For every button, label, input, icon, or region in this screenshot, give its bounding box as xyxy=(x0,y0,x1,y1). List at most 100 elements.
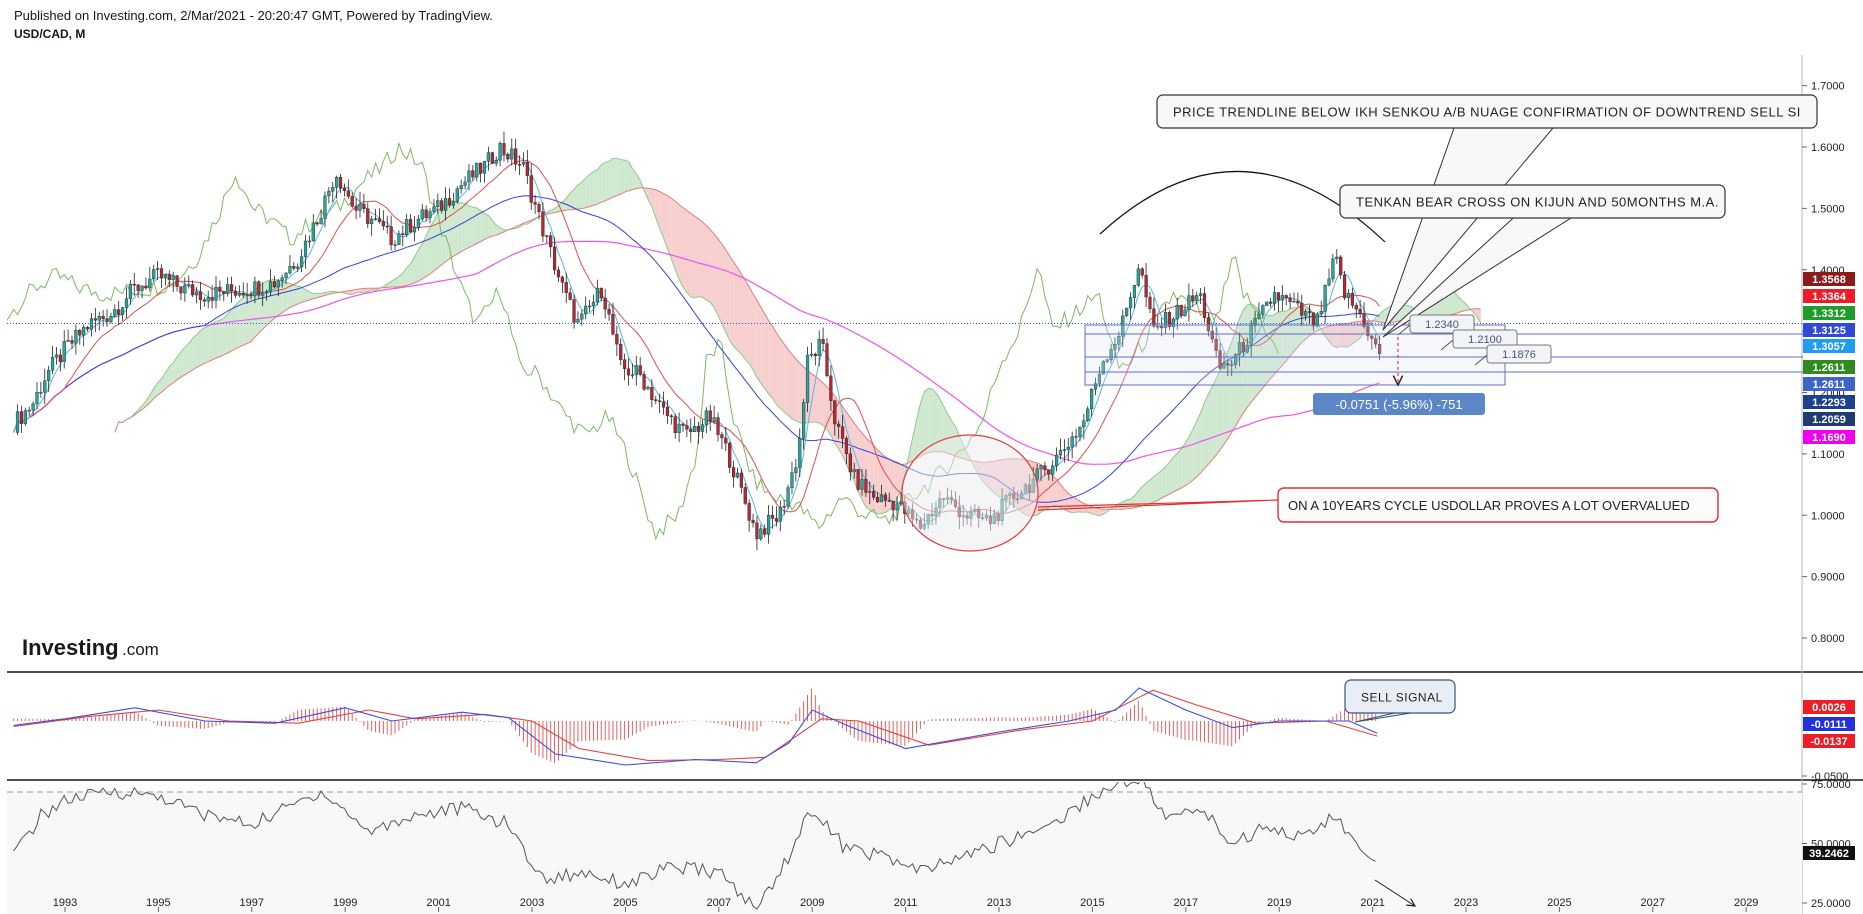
cloud-segment xyxy=(1344,323,1349,348)
candle-body xyxy=(280,277,284,282)
cloud-segment xyxy=(297,286,302,304)
candle-body xyxy=(354,206,358,211)
cloud-segment xyxy=(570,189,574,210)
cloud-segment xyxy=(718,238,722,324)
price-label-bg xyxy=(1803,323,1855,337)
candle-body xyxy=(272,281,276,288)
cloud-segment xyxy=(1103,509,1108,514)
candle-body xyxy=(759,528,763,540)
chikou-span xyxy=(7,141,1279,541)
candle-body xyxy=(451,201,455,206)
candle-body xyxy=(105,318,109,323)
annotation-sell-signal-pointer xyxy=(1354,712,1412,723)
cloud-segment xyxy=(764,313,769,395)
candle-body xyxy=(229,284,234,292)
cloud-segment xyxy=(893,461,897,506)
cloud-segment xyxy=(1266,314,1271,384)
cloud-segment xyxy=(881,453,886,514)
cloud-segment xyxy=(208,324,213,362)
candle-body xyxy=(584,305,588,315)
candle-body xyxy=(689,429,693,433)
cloud-segment xyxy=(823,383,827,430)
cloud-segment xyxy=(784,343,789,416)
candle-body xyxy=(300,256,304,268)
cloud-segment xyxy=(387,281,392,288)
cloud-segment xyxy=(1243,305,1248,413)
x-tick-label: 2015 xyxy=(1080,897,1104,909)
candle-body xyxy=(1066,446,1070,450)
cloud-segment xyxy=(1476,308,1481,324)
candle-body xyxy=(54,354,59,358)
drawing-tools xyxy=(901,170,1803,552)
cloud-segment xyxy=(939,398,944,452)
candle-body xyxy=(1160,326,1164,329)
candle-body xyxy=(257,281,261,296)
cloud-segment xyxy=(733,261,738,351)
cloud-segment xyxy=(667,195,672,259)
candle-body xyxy=(1132,285,1137,298)
cloud-segment xyxy=(169,362,174,386)
cloud-segment xyxy=(1169,457,1174,495)
cloud-segment xyxy=(239,297,244,347)
cloud-segment xyxy=(624,160,629,193)
candle-body xyxy=(373,218,378,220)
x-tick-label: 2021 xyxy=(1360,897,1384,909)
cloud-segment xyxy=(235,301,240,349)
candle-body xyxy=(1054,454,1059,466)
candle-body xyxy=(117,309,121,315)
candle-body xyxy=(128,283,132,299)
candle-body xyxy=(475,162,479,178)
candle-body xyxy=(685,425,689,430)
x-tick-label: 2023 xyxy=(1454,897,1478,909)
candle-body xyxy=(1051,465,1055,475)
candle-body xyxy=(895,503,899,511)
cloud-segment xyxy=(756,300,761,384)
cloud-segment xyxy=(1223,351,1228,445)
candle-body xyxy=(27,409,31,412)
candle-body xyxy=(284,272,288,279)
candle-body xyxy=(350,196,354,207)
candle-body xyxy=(1210,330,1214,340)
candle-body xyxy=(85,327,90,330)
cloud-segment xyxy=(1332,324,1337,348)
cloud-segment xyxy=(620,159,625,194)
candle-body xyxy=(346,190,350,197)
candle-body xyxy=(654,399,658,401)
cloud-segment xyxy=(181,347,185,378)
cloud-segment xyxy=(360,288,364,293)
candle-body xyxy=(798,437,802,468)
candle-body xyxy=(1288,297,1292,302)
candle-body xyxy=(1276,292,1281,301)
candle-body xyxy=(70,340,74,344)
candle-body xyxy=(1218,350,1222,369)
cloud-segment xyxy=(247,293,251,344)
cloud-segment xyxy=(1157,470,1162,501)
annotation-cycle: ON A 10YEARS CYCLE USDOLLAR PROVES A LOT… xyxy=(1288,498,1690,513)
candle-body xyxy=(148,278,152,289)
price-label-bg xyxy=(1803,412,1855,426)
candle-body xyxy=(716,417,720,435)
cloud-segment xyxy=(200,327,205,366)
x-tick-label: 2025 xyxy=(1547,897,1571,909)
candle-body xyxy=(813,353,817,357)
target-box-label xyxy=(1409,314,1475,334)
cloud-segment xyxy=(749,286,753,370)
candle-body xyxy=(693,426,697,433)
x-tick-label: 1999 xyxy=(333,897,357,909)
cloud-segment xyxy=(679,204,683,288)
cloud-segment xyxy=(589,171,594,207)
candle-body xyxy=(319,218,323,225)
cloud-segment xyxy=(651,188,656,218)
candle-body xyxy=(572,299,576,323)
cloud-segment xyxy=(472,207,477,246)
candle-body xyxy=(1183,309,1187,316)
candle-body xyxy=(467,170,471,183)
candle-body xyxy=(844,438,849,454)
candle-body xyxy=(311,222,315,242)
candle-body xyxy=(436,200,440,208)
cloud-segment xyxy=(216,320,220,359)
price-label-bg xyxy=(1803,360,1855,374)
candle-body xyxy=(1198,293,1203,296)
candle-body xyxy=(514,148,518,165)
